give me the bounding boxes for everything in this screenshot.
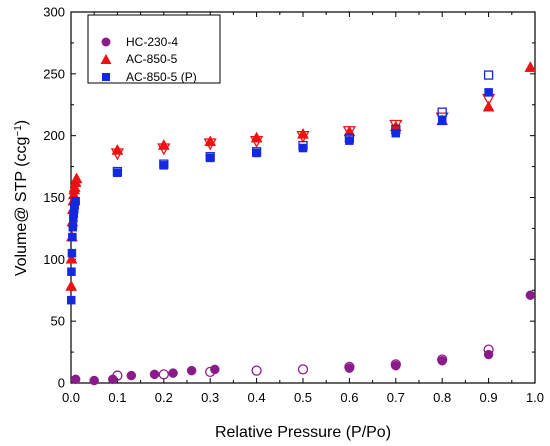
legend-marker-ac-850-5 xyxy=(100,54,112,64)
y-tick-label: 100 xyxy=(43,252,65,267)
y-tick-label: 250 xyxy=(43,66,65,81)
x-tick-label: 0.9 xyxy=(480,390,498,405)
adsorption-point-ac-850-5-p xyxy=(68,222,78,232)
x-axis-label: Relative Pressure (P/Po) xyxy=(215,424,391,441)
x-tick-label: 0.1 xyxy=(108,390,126,405)
y-tick-label: 200 xyxy=(43,128,65,143)
adsorption-point-ac-850-5-p xyxy=(67,248,77,258)
adsorption-point-ac-850-5-p xyxy=(66,295,76,305)
adsorption-point-ac-850-5-p xyxy=(71,196,80,206)
y-axis-label-main: Volume@ STP (ccg xyxy=(13,137,30,277)
adsorption-point-ac-850-5-p xyxy=(205,153,215,163)
adsorption-point-hc-230-4 xyxy=(525,290,536,300)
y-axis-label: Volume@ STP (ccg−1) xyxy=(13,120,31,276)
adsorption-point-ac-850-5 xyxy=(65,252,78,264)
adsorption-point-ac-850-5-p xyxy=(113,168,122,178)
adsorption-point-hc-230-4 xyxy=(483,349,494,360)
adsorption-point-ac-850-5-p xyxy=(345,136,354,145)
desorption-point-hc-230-4 xyxy=(251,365,262,376)
adsorption-point-hc-230-4 xyxy=(108,374,118,385)
adsorption-point-ac-850-5-p xyxy=(159,161,169,170)
desorption-point-hc-230-4 xyxy=(297,364,309,375)
adsorption-point-ac-850-5 xyxy=(111,143,124,155)
x-tick-label: 1.0 xyxy=(526,390,544,405)
adsorption-point-ac-850-5 xyxy=(70,172,83,184)
adsorption-point-ac-850-5-p xyxy=(67,267,76,276)
adsorption-point-ac-850-5 xyxy=(524,61,537,72)
x-tick-label: 0.5 xyxy=(294,390,312,405)
adsorption-point-ac-850-5 xyxy=(204,135,217,147)
legend-label-hc-230-4: HC-230-4 xyxy=(126,35,178,49)
x-tick-label: 0.0 xyxy=(62,390,80,405)
adsorption-point-hc-230-4 xyxy=(70,374,81,385)
legend-entry-ac-850-5-p: AC-850-5 (P) xyxy=(102,70,197,84)
y-axis-label-superscript: −1 xyxy=(13,125,24,137)
desorption-point-ac-850-5-p xyxy=(437,107,447,117)
adsorption-point-ac-850-5 xyxy=(343,125,356,137)
x-tick-label: 0.2 xyxy=(155,390,173,405)
adsorption-point-ac-850-5-p xyxy=(484,88,493,97)
desorption-point-hc-230-4 xyxy=(158,369,169,380)
adsorption-point-ac-850-5-p xyxy=(437,116,447,126)
adsorption-point-hc-230-4 xyxy=(210,364,220,375)
adsorption-point-ac-850-5-p xyxy=(252,148,261,158)
x-tick-label: 0.8 xyxy=(433,390,451,405)
adsorption-point-hc-230-4 xyxy=(168,368,178,378)
legend-entry-hc-230-4: HC-230-4 xyxy=(101,35,178,49)
legend-box xyxy=(87,14,221,84)
legend-marker-hc-230-4 xyxy=(101,37,111,47)
adsorption-point-ac-850-5 xyxy=(297,127,309,139)
adsorption-point-ac-850-5 xyxy=(65,280,78,291)
adsorption-point-ac-850-5-p xyxy=(68,232,77,242)
adsorption-point-hc-230-4 xyxy=(89,375,99,386)
adsorption-point-ac-850-5 xyxy=(250,131,263,143)
x-tick-label: 0.7 xyxy=(387,390,405,405)
adsorption-point-ac-850-5 xyxy=(157,139,170,150)
y-axis-label-close: ) xyxy=(13,120,30,125)
adsorption-point-ac-850-5-p xyxy=(298,143,308,153)
legend-marker-ac-850-5-p xyxy=(102,73,110,81)
x-tick-label: 0.6 xyxy=(340,390,358,405)
data-points xyxy=(65,61,537,386)
adsorption-point-ac-850-5 xyxy=(482,100,495,112)
adsorption-point-hc-230-4 xyxy=(126,370,137,381)
adsorption-point-hc-230-4 xyxy=(186,365,197,376)
y-tick-label: 50 xyxy=(51,314,65,329)
x-tick-label: 0.4 xyxy=(248,390,266,405)
adsorption-point-hc-230-4 xyxy=(344,363,355,373)
legend: HC-230-4 AC-850-5 AC-850-5 (P) xyxy=(87,14,221,84)
desorption-point-ac-850-5-p xyxy=(483,70,494,80)
adsorption-point-hc-230-4 xyxy=(149,369,160,380)
axis-ticks: 0.0 0.1 0.2 0.3 0.4 0.5 0.6 0.7 0.8 0.9 1.0 0 50 100 1… xyxy=(43,5,544,406)
adsorption-point-hc-230-4 xyxy=(391,360,401,371)
legend-label-ac-850-5-p: AC-850-5 (P) xyxy=(126,70,197,84)
legend-label-ac-850-5: AC-850-5 xyxy=(126,52,178,66)
y-tick-label: 0 xyxy=(58,376,65,391)
legend-entry-ac-850-5: AC-850-5 xyxy=(100,52,178,66)
y-tick-label: 150 xyxy=(43,190,65,205)
x-tick-label: 0.3 xyxy=(201,390,219,405)
adsorption-point-hc-230-4 xyxy=(437,355,447,366)
y-tick-label: 300 xyxy=(43,5,65,20)
adsorption-point-ac-850-5-p xyxy=(391,128,401,138)
